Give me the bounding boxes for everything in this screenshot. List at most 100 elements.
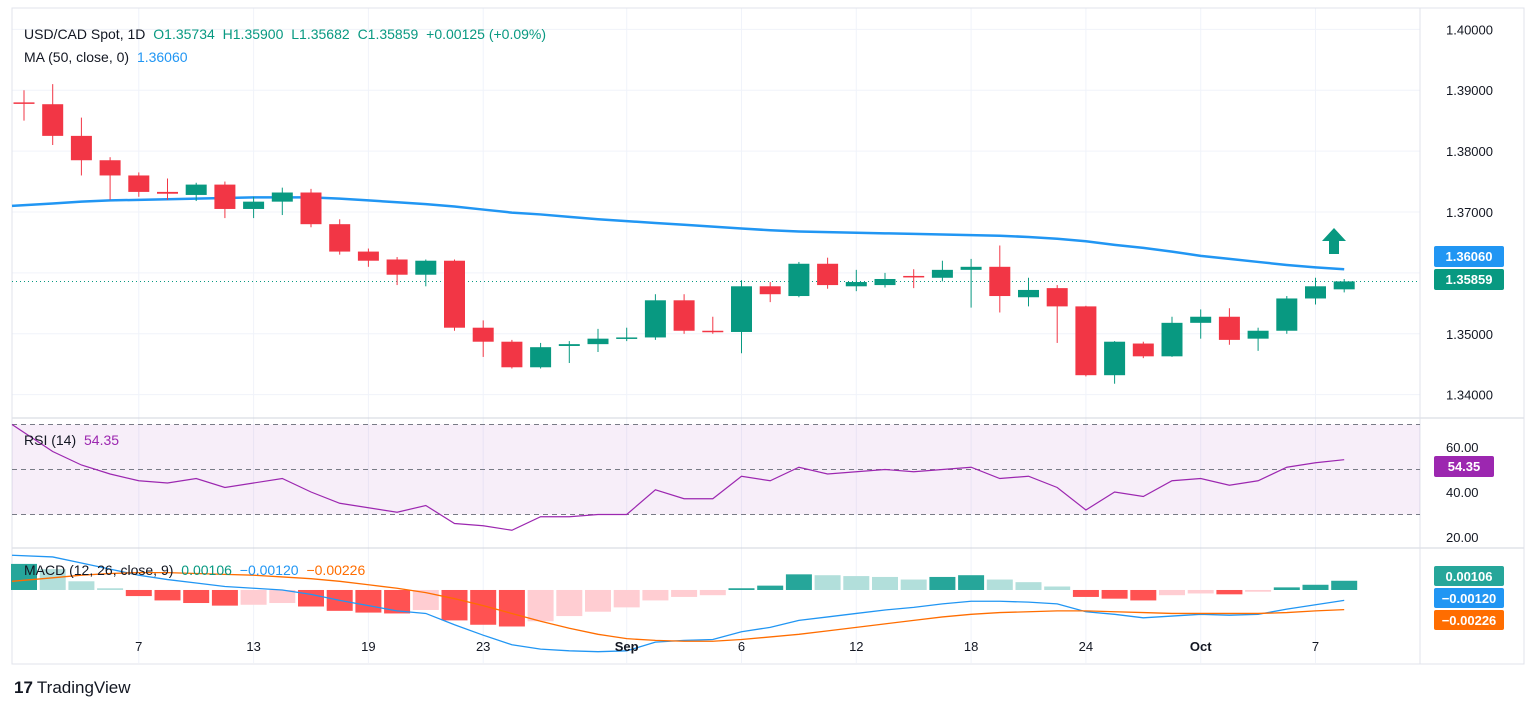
candle [157, 178, 178, 200]
ma50-line [11, 196, 1345, 271]
macd-hist-bar [269, 589, 296, 604]
rsi-value-tag: 54.35 [1434, 456, 1494, 477]
macd-hist-bar [11, 563, 37, 590]
candle-body [931, 269, 953, 278]
candle [444, 259, 465, 331]
candle-body [989, 266, 1011, 297]
macd-hist-bar [1044, 586, 1071, 590]
up-arrow-icon [1322, 228, 1346, 254]
candle-body [731, 286, 752, 332]
candle-body [1247, 330, 1269, 339]
candle [243, 196, 265, 219]
time-tick-label: 6 [738, 639, 745, 654]
candle-body [415, 260, 437, 275]
macd-hist-bar [240, 589, 267, 605]
candle [70, 117, 92, 176]
time-tick-label: 19 [361, 639, 375, 654]
candle-body [1018, 289, 1039, 298]
macd-hist-bar [470, 589, 497, 625]
candle [931, 260, 953, 282]
macd-hist-bar [728, 588, 755, 590]
macd-hist-bar [843, 576, 870, 590]
candle-body [271, 192, 293, 202]
main-legend: USD/CAD Spot, 1D O1.35734 H1.35900 L1.35… [24, 26, 550, 42]
price-tick-label: 1.37000 [1446, 205, 1493, 220]
candle [644, 294, 666, 340]
time-tick-label: 18 [964, 639, 978, 654]
candle [817, 257, 839, 289]
macd-hist-bar [1245, 589, 1272, 592]
ma-label: MA (50, close, 0) [24, 49, 130, 65]
candle-body [444, 260, 465, 328]
candle [42, 84, 64, 146]
candle-body [357, 251, 379, 261]
rsi-tick-label: 60.00 [1446, 440, 1479, 455]
close-price-tag: 1.35859 [1434, 269, 1504, 290]
macd-hist-bar [1015, 582, 1042, 590]
change-value: +0.00125 (+0.09%) [426, 26, 547, 42]
candle-body [1132, 343, 1154, 357]
candle [472, 320, 494, 357]
macd-hist-bar [958, 575, 985, 590]
price-axis: 1.400001.390001.380001.370001.360001.350… [1446, 22, 1493, 545]
candle-body [817, 263, 839, 286]
time-axis: 7 13 19 23 Sep 6 12 18 24 Oct 7 [135, 639, 1319, 654]
candle [1218, 308, 1240, 345]
macd-line [11, 554, 1345, 653]
macd-hist-bar [699, 589, 726, 596]
candle-body [788, 263, 810, 297]
candle [501, 339, 523, 369]
candle [300, 188, 322, 228]
candle [702, 316, 724, 334]
close-value: C1.35859 [357, 26, 419, 42]
chart-border [11, 7, 1525, 665]
candle [1247, 327, 1269, 351]
macd-hist-bar [671, 589, 698, 597]
macd-hist-bar [872, 576, 898, 590]
rsi-tick-label: 40.00 [1446, 485, 1479, 500]
price-tick-label: 1.40000 [1446, 22, 1493, 37]
candle [1190, 309, 1212, 339]
candle [1333, 278, 1355, 293]
macd-hist-bar [527, 589, 554, 622]
macd-hist-bar [355, 589, 382, 613]
high-value: H1.35900 [222, 26, 284, 42]
candle-body [702, 330, 724, 333]
candle [530, 342, 552, 369]
macd-hist-bar [1302, 584, 1329, 590]
time-tick-label: Sep [615, 639, 639, 654]
macd-legend[interactable]: MACD (12, 26, close, 9) 0.00106 −0.00120… [24, 562, 369, 578]
candle-body [42, 104, 64, 136]
tv-name: TradingView [36, 678, 131, 697]
macd-hist-bar [39, 569, 66, 590]
symbol-title[interactable]: USD/CAD Spot, 1D [24, 26, 146, 42]
price-tick-label: 1.39000 [1446, 83, 1493, 98]
candle-body [1333, 281, 1355, 290]
candle-body [616, 337, 638, 339]
price-tick-label: 1.35000 [1446, 327, 1493, 342]
candle-body [13, 102, 35, 104]
macd-label: MACD (12, 26, close, 9) [24, 562, 174, 578]
macd-hist-tag-text: 0.00106 [1446, 569, 1493, 584]
time-tick-label: 7 [1312, 639, 1319, 654]
candle-body [759, 286, 781, 295]
tradingview-logo[interactable]: 17 TradingView [14, 678, 130, 698]
candle-body [1190, 316, 1212, 323]
candle [357, 248, 379, 267]
macd-hist-bar [211, 589, 238, 606]
macd-hist-bar [1101, 589, 1128, 599]
macd-hist-bar [412, 589, 439, 610]
candle-body [214, 184, 236, 209]
candle-body [587, 338, 609, 345]
time-tick-label: 12 [849, 639, 863, 654]
rsi-legend[interactable]: RSI (14) 54.35 [24, 432, 123, 448]
macd-hist-value: 0.00106 [181, 562, 232, 578]
candle [271, 187, 293, 216]
rsi-label: RSI (14) [24, 432, 77, 448]
ma-legend[interactable]: MA (50, close, 0) 1.36060 [24, 49, 192, 65]
macd-hist-bar [556, 589, 583, 617]
candle [1075, 305, 1097, 377]
low-value: L1.35682 [291, 26, 350, 42]
macd-hist-bar [585, 589, 611, 612]
time-tick-label: 23 [476, 639, 490, 654]
